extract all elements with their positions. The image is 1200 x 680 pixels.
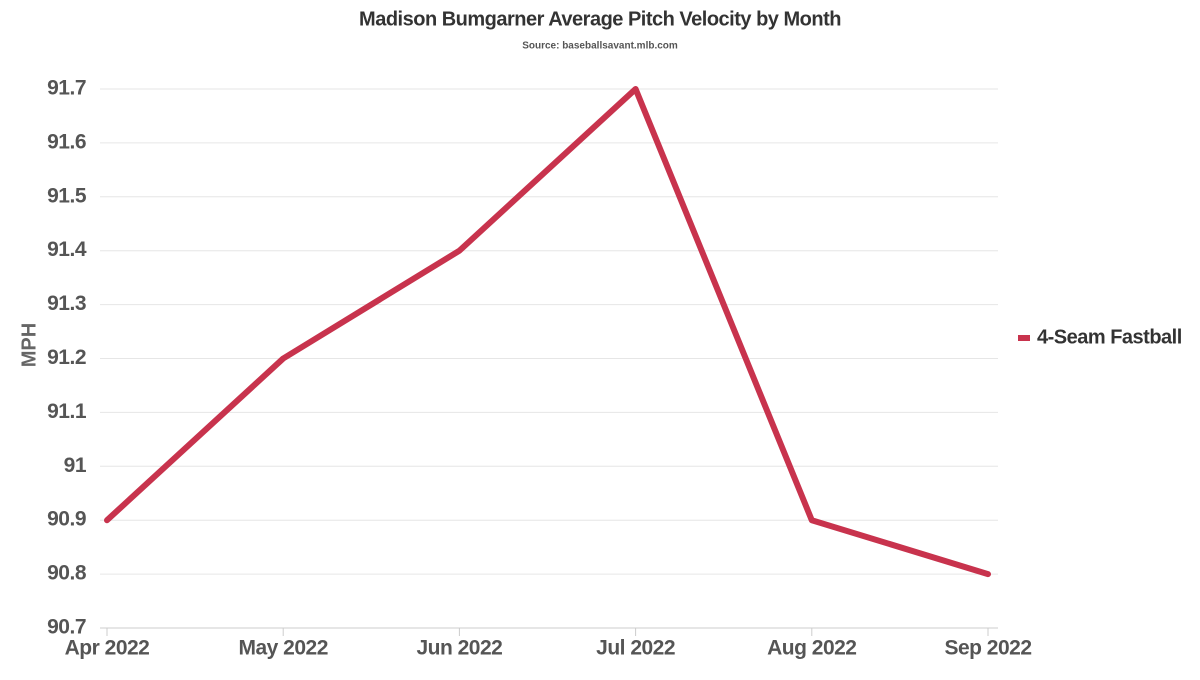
chart-title: Madison Bumgarner Average Pitch Velocity… bbox=[359, 8, 841, 30]
x-tick-label: Jun 2022 bbox=[416, 637, 502, 660]
legend-label: 4-Seam Fastball bbox=[1037, 326, 1182, 348]
y-tick-label: 91 bbox=[64, 454, 87, 477]
x-tick-label: Jul 2022 bbox=[596, 637, 675, 660]
y-tick-label: 91.6 bbox=[47, 130, 86, 153]
y-tick-label: 91.4 bbox=[47, 238, 87, 261]
y-tick-label: 91.3 bbox=[47, 292, 86, 315]
line-series bbox=[104, 86, 991, 578]
chart-subtitle: Source: baseballsavant.mlb.com bbox=[522, 41, 678, 52]
y-tick-label: 91.5 bbox=[47, 184, 87, 207]
y-tick-label: 90.7 bbox=[47, 616, 86, 639]
x-tick-label: Aug 2022 bbox=[767, 637, 856, 660]
y-tick-label: 91.1 bbox=[47, 400, 87, 423]
y-tick-label: 90.8 bbox=[47, 562, 87, 585]
y-tick-label: 91.7 bbox=[47, 77, 86, 100]
x-tick-label: Sep 2022 bbox=[944, 637, 1031, 660]
y-tick-label: 90.9 bbox=[47, 508, 86, 531]
y-axis-label: MPH bbox=[18, 323, 40, 367]
y-tick-label: 91.2 bbox=[47, 346, 86, 369]
x-tick-label: May 2022 bbox=[238, 637, 327, 660]
x-tick-label: Apr 2022 bbox=[65, 637, 150, 660]
